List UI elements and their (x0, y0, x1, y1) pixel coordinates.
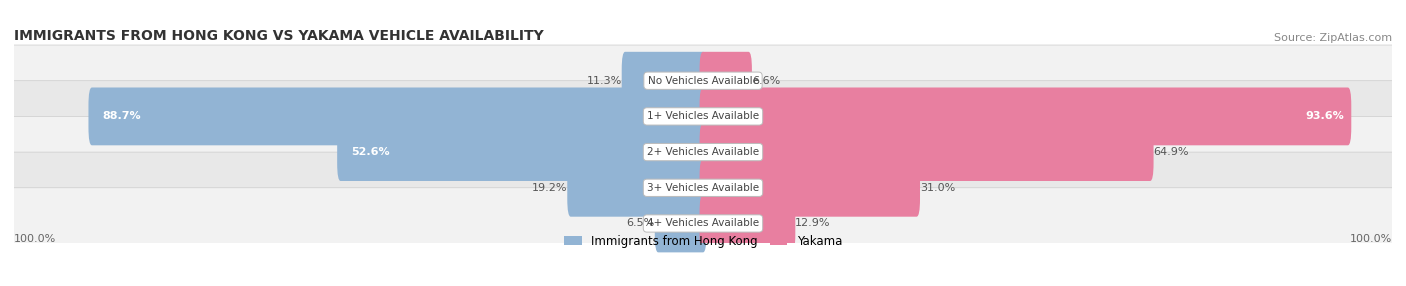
Legend: Immigrants from Hong Kong, Yakama: Immigrants from Hong Kong, Yakama (564, 235, 842, 248)
Text: 2+ Vehicles Available: 2+ Vehicles Available (647, 147, 759, 157)
FancyBboxPatch shape (700, 159, 920, 217)
Text: 100.0%: 100.0% (1350, 234, 1392, 244)
FancyBboxPatch shape (621, 52, 706, 110)
FancyBboxPatch shape (567, 159, 706, 217)
FancyBboxPatch shape (655, 194, 706, 252)
FancyBboxPatch shape (11, 188, 1395, 259)
FancyBboxPatch shape (700, 194, 796, 252)
Text: 1+ Vehicles Available: 1+ Vehicles Available (647, 112, 759, 121)
FancyBboxPatch shape (89, 88, 706, 145)
Text: 19.2%: 19.2% (531, 183, 567, 193)
FancyBboxPatch shape (11, 45, 1395, 116)
Text: 12.9%: 12.9% (796, 219, 831, 229)
FancyBboxPatch shape (11, 116, 1395, 188)
Text: 100.0%: 100.0% (14, 234, 56, 244)
Text: 6.5%: 6.5% (627, 219, 655, 229)
Text: 31.0%: 31.0% (920, 183, 955, 193)
FancyBboxPatch shape (700, 123, 1153, 181)
FancyBboxPatch shape (337, 123, 706, 181)
Text: 6.6%: 6.6% (752, 76, 780, 86)
Text: 88.7%: 88.7% (103, 112, 141, 121)
Text: 3+ Vehicles Available: 3+ Vehicles Available (647, 183, 759, 193)
FancyBboxPatch shape (700, 52, 752, 110)
Text: 64.9%: 64.9% (1153, 147, 1189, 157)
Text: 11.3%: 11.3% (586, 76, 621, 86)
Text: Source: ZipAtlas.com: Source: ZipAtlas.com (1274, 33, 1392, 43)
Text: 4+ Vehicles Available: 4+ Vehicles Available (647, 219, 759, 229)
Text: 52.6%: 52.6% (352, 147, 389, 157)
Text: IMMIGRANTS FROM HONG KONG VS YAKAMA VEHICLE AVAILABILITY: IMMIGRANTS FROM HONG KONG VS YAKAMA VEHI… (14, 29, 544, 43)
Text: No Vehicles Available: No Vehicles Available (648, 76, 758, 86)
FancyBboxPatch shape (11, 81, 1395, 152)
FancyBboxPatch shape (700, 88, 1351, 145)
FancyBboxPatch shape (11, 152, 1395, 223)
Text: 93.6%: 93.6% (1306, 112, 1344, 121)
